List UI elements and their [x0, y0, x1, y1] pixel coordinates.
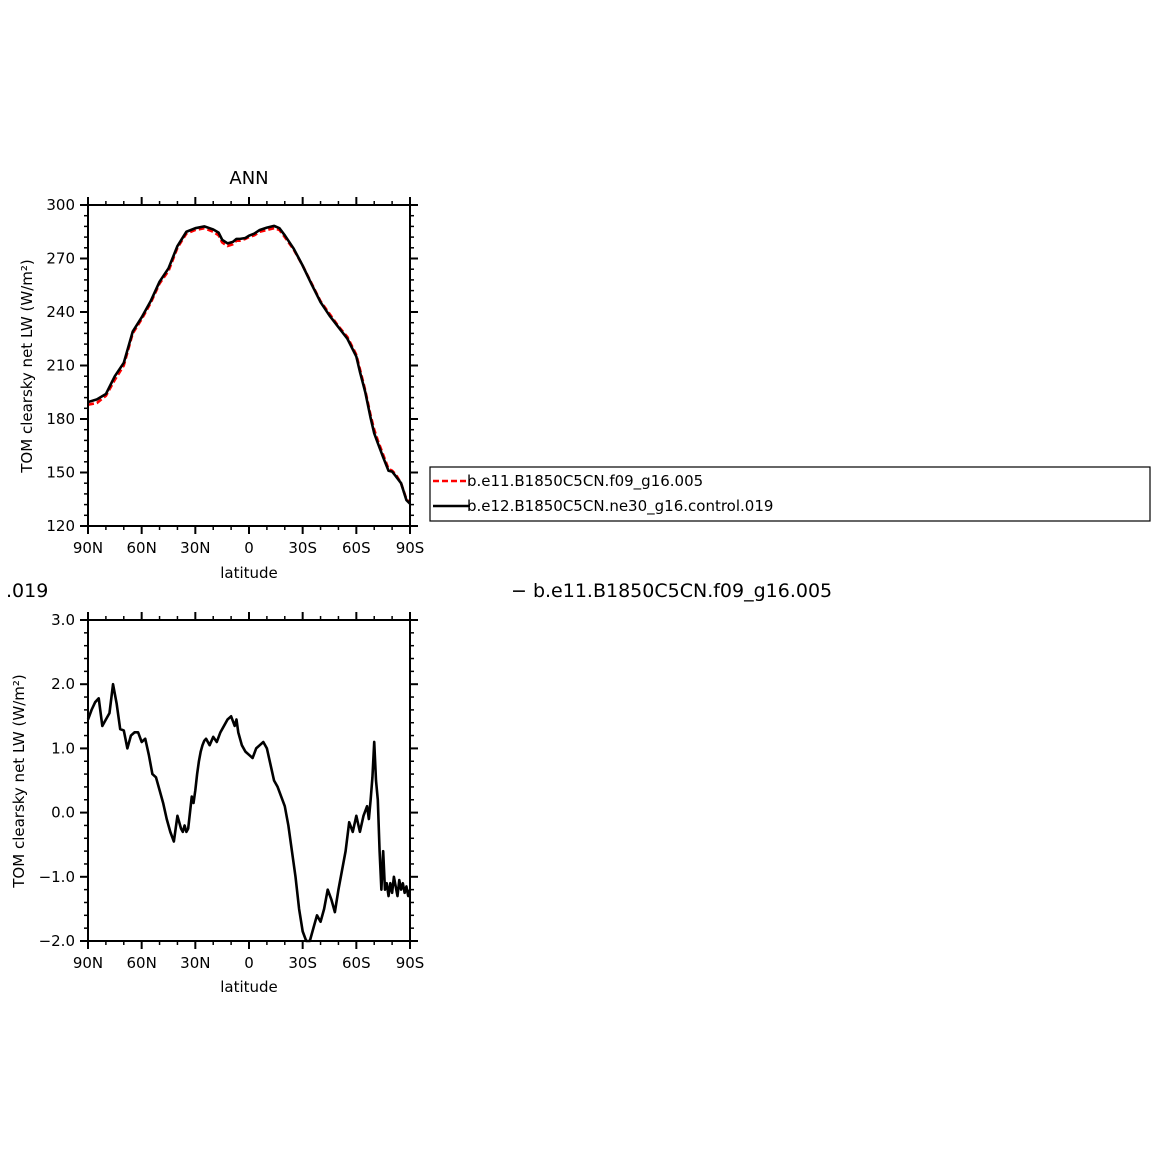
legend-box	[429, 466, 1151, 522]
bottom-x-tick-label: 30S	[288, 954, 317, 972]
bottom-x-tick-label: 60N	[127, 954, 157, 972]
top-plot-frame	[87, 204, 411, 527]
bottom-x-tick-label: 60S	[342, 954, 371, 972]
bottom-y-tick-label: −2.0	[39, 932, 75, 950]
top-y-tick-label: 300	[46, 196, 75, 214]
bottom-y-tick-label: 3.0	[51, 611, 75, 629]
top-x-tick-label: 60N	[127, 539, 157, 557]
top-x-tick-label: 0	[244, 539, 254, 557]
top-x-tick-label: 90N	[73, 539, 103, 557]
top-x-tick-label: 60S	[342, 539, 371, 557]
top-y-tick-label: 120	[46, 517, 75, 535]
top-x-tick-label: 30S	[288, 539, 317, 557]
top-x-tick-label: 90S	[396, 539, 425, 557]
bottom-x-tick-label: 0	[244, 954, 254, 972]
legend: b.e11.B1850C5CN.f09_g16.005 b.e12.B1850C…	[429, 466, 1151, 522]
bottom-plot-frame	[87, 619, 411, 942]
bottom-y-tick-label: 0.0	[51, 804, 75, 822]
top-series-line-2	[87, 224, 411, 505]
bottom-y-axis-label: TOM clearsky net LW (W/m²)	[10, 674, 28, 888]
top-plot-area: 90N 60N 30N 0 30S 60S 90S 120 150 180 210 240 270 300	[46, 196, 424, 557]
stray-label-right: − b.e11.B1850C5CN.f09_g16.005	[511, 580, 832, 602]
legend-item-2-label: b.e12.B1850C5CN.ne30_g16.control.019	[467, 497, 773, 516]
bottom-series-line-1	[86, 682, 412, 943]
top-panel-title: ANN	[229, 168, 268, 189]
legend-item-1-label: b.e11.B1850C5CN.f09_g16.005	[467, 472, 703, 491]
top-x-tick-label: 30N	[180, 539, 210, 557]
bottom-panel: 90N 60N 30N 0 30S 60S 90S−2.0−1.00.01.02.03.0 …	[10, 611, 424, 996]
top-x-axis-label: latitude	[220, 564, 278, 582]
top-y-tick-label: 270	[46, 250, 75, 268]
bottom-y-tick-label: 1.0	[51, 739, 75, 757]
top-y-axis-label: TOM clearsky net LW (W/m²)	[18, 259, 36, 473]
bottom-x-tick-label: 90S	[396, 954, 425, 972]
top-y-tick-label: 180	[46, 410, 75, 428]
top-panel: ANN 90N 60N 30N 0 30S 60S 90S 120 150 180 210 240 27…	[18, 168, 424, 582]
bottom-x-tick-label: 30N	[180, 954, 210, 972]
bottom-x-tick-label: 90N	[73, 954, 103, 972]
top-y-tick-label: 150	[46, 464, 75, 482]
bottom-y-tick-label: 2.0	[51, 675, 75, 693]
top-y-tick-label: 210	[46, 357, 75, 375]
stray-label-left: .019	[6, 580, 48, 602]
bottom-x-axis-label: latitude	[220, 978, 278, 996]
top-y-tick-label: 240	[46, 303, 75, 321]
bottom-y-tick-label: −1.0	[39, 868, 75, 886]
